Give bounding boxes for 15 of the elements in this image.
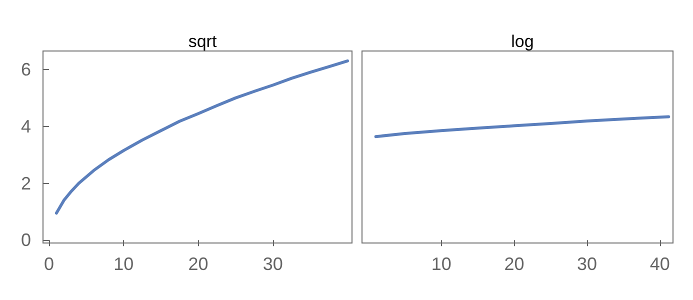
- y-tick-label: 6: [20, 59, 31, 80]
- x-tick-label: 30: [262, 254, 283, 274]
- x-tick-label: 20: [188, 254, 208, 274]
- x-tick-label: 10: [114, 254, 134, 274]
- x-tick-label: 20: [504, 254, 524, 274]
- x-tick-label: 10: [431, 254, 452, 274]
- x-tick-label: 0: [44, 254, 54, 274]
- y-tick-label: 4: [20, 116, 31, 136]
- chart-title: sqrt: [188, 32, 217, 51]
- chart-title: log: [511, 32, 534, 51]
- x-tick-label: 40: [650, 254, 670, 274]
- x-tick-label: 30: [577, 254, 598, 274]
- y-tick-label: 0: [20, 230, 31, 250]
- y-tick-label: 2: [20, 173, 31, 194]
- line-series: [54, 59, 350, 215]
